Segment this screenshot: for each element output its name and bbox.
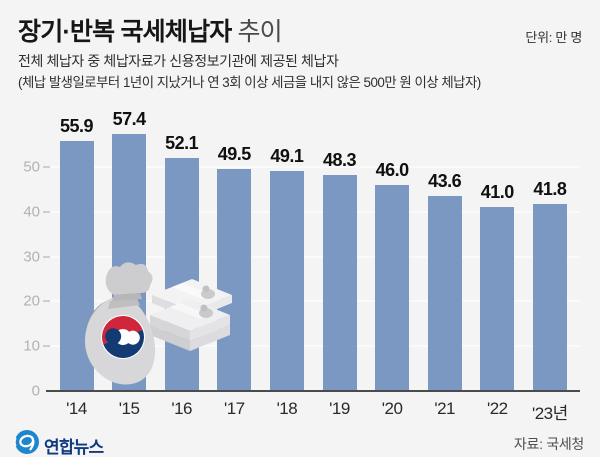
y-tick-label: 20: [23, 292, 40, 310]
y-tick-mark: [43, 345, 50, 348]
bar-16: [164, 157, 199, 391]
x-tick-label: '14: [66, 399, 87, 418]
bar-14: [59, 140, 94, 391]
x-axis-line: [46, 390, 580, 392]
bar-value-label: 41.8: [533, 178, 567, 199]
bar-value-label: 48.3: [322, 149, 357, 170]
y-tick-mark: [43, 210, 50, 213]
gridline-30: [46, 255, 580, 258]
y-tick-label: 50: [23, 158, 40, 176]
y-tick-label: 40: [23, 203, 40, 221]
x-tick-label: '17: [223, 399, 245, 418]
bar-23년: [532, 203, 567, 391]
x-tick-label: '23년: [531, 404, 568, 423]
x-tick-label: '16: [171, 399, 193, 418]
x-tick-label: '15: [118, 399, 140, 418]
bar-value-label: 49.5: [217, 144, 252, 165]
bar-value-label: 55.9: [59, 115, 94, 136]
source-label: 자료: 국세청: [513, 436, 584, 452]
x-tick-label: '19: [329, 399, 350, 418]
bar-value-label: 57.4: [112, 108, 147, 129]
subtitle-line-2: (체납 발생일로부터 1년이 지났거나 연 3회 이상 세금을 내지 않은 50…: [18, 75, 481, 90]
page-title: 장기·반복 국세체납자 추이: [18, 12, 283, 48]
y-tick-label: 30: [23, 248, 40, 266]
gridline-10: [46, 345, 580, 348]
bar-20: [375, 184, 410, 391]
y-tick-label: 0: [31, 382, 40, 400]
y-tick-mark: [43, 300, 50, 303]
bar-value-label: 52.1: [165, 132, 199, 153]
y-tick-label: 10: [23, 337, 40, 355]
gridline-20: [46, 300, 580, 303]
yonhap-logo-text: 연합뉴스: [44, 438, 104, 457]
bar-value-label: 46.0: [375, 159, 410, 180]
bar-value-label: 43.6: [428, 170, 462, 191]
bar-value-label: 49.1: [270, 146, 304, 167]
x-tick-label: '21: [434, 399, 456, 418]
title-bold: 장기·반복 국세체납자: [18, 18, 232, 46]
unit-label: 단위: 만 명: [525, 30, 582, 45]
bar-18: [269, 171, 304, 391]
x-tick-label: '18: [276, 399, 298, 418]
yonhap-logo-icon: [14, 430, 39, 454]
bar-17: [217, 169, 252, 391]
x-tick-label: '20: [381, 399, 403, 418]
bar-15: [112, 133, 147, 391]
gridline-50: [46, 166, 580, 168]
y-tick-mark: [43, 255, 50, 258]
bar-19: [322, 174, 357, 391]
bar-21: [427, 195, 462, 391]
subtitle-line-1: 전체 체납자 중 체납자료가 신용정보기관에 제공된 체납자: [18, 53, 339, 69]
x-tick-label: '22: [486, 399, 508, 418]
title-light: 추이: [237, 18, 282, 46]
bar-value-label: 41.0: [480, 182, 515, 203]
y-tick-mark: [43, 166, 50, 168]
bar-22: [480, 207, 515, 391]
gridline-40: [46, 210, 580, 213]
